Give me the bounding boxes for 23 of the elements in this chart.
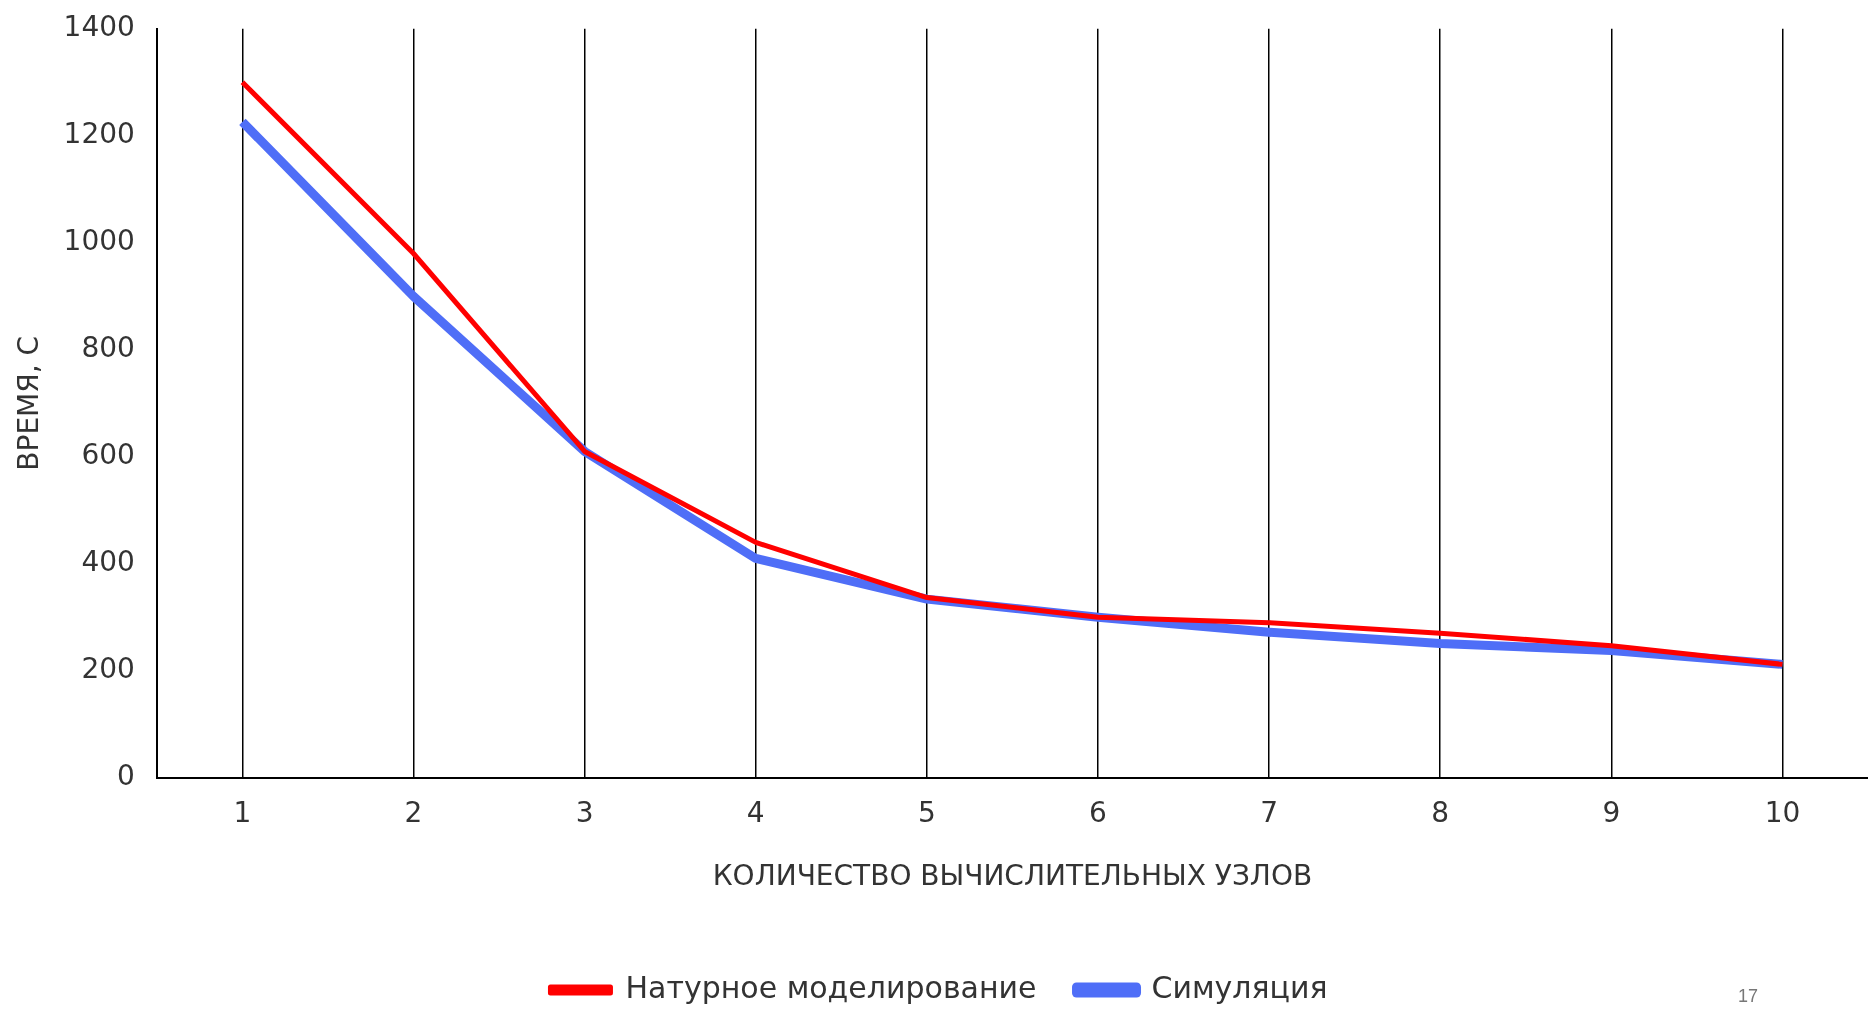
x-tick-label: 2 — [404, 795, 423, 829]
y-tick-label: 200 — [81, 652, 135, 686]
legend-label: Натурное моделирование — [625, 969, 1037, 1005]
x-tick-label: 4 — [746, 795, 765, 829]
x-tick-label: 9 — [1602, 795, 1621, 829]
y-tick-label: 1000 — [63, 224, 135, 258]
x-tick-label: 5 — [917, 795, 936, 829]
legend-label: Симуляция — [1151, 969, 1328, 1005]
x-tick-label: 7 — [1260, 795, 1279, 829]
x-axis-title: КОЛИЧЕСТВО ВЫЧИСЛИТЕЛЬНЫХ УЗЛОВ — [712, 859, 1313, 893]
text: 17 — [1737, 986, 1758, 1007]
y-tick-label: 1200 — [63, 117, 135, 151]
y-tick-label: 400 — [81, 545, 135, 579]
y-tick-label: 600 — [81, 438, 135, 472]
y-tick-label: 0 — [117, 759, 135, 793]
y-tick-label: 800 — [81, 331, 135, 365]
y-tick-label: 1400 — [63, 10, 135, 44]
x-tick-label: 8 — [1431, 795, 1450, 829]
y-axis-title: ВРЕМЯ, С — [12, 335, 46, 471]
x-tick-label: 6 — [1089, 795, 1107, 829]
x-tick-label: 3 — [575, 795, 594, 829]
x-tick-label: 10 — [1764, 795, 1801, 829]
x-tick-label: 1 — [233, 795, 252, 829]
